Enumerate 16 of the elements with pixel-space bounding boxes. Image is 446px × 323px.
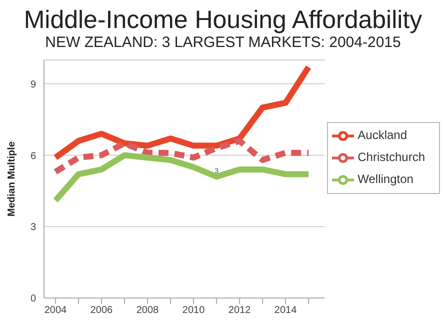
x-tick-label: 2014 bbox=[274, 305, 298, 316]
y-tick-label: 9 bbox=[30, 79, 36, 90]
x-tick-label: 2008 bbox=[136, 305, 160, 316]
x-tick-label: 2006 bbox=[90, 305, 114, 316]
x-tick-label: 2012 bbox=[228, 305, 252, 316]
x-tick-label: 2004 bbox=[44, 305, 68, 316]
chart-subtitle: NEW ZEALAND: 3 LARGEST MARKETS: 2004-2015 bbox=[44, 34, 402, 52]
y-tick-label: 0 bbox=[30, 294, 36, 305]
chart-title: Middle-Income Housing Affordability bbox=[22, 5, 424, 34]
y-tick-label: 3 bbox=[30, 222, 36, 234]
legend-label: Wellington bbox=[358, 172, 414, 186]
legend-label: Christchurch bbox=[358, 150, 425, 164]
y-tick-label: 6 bbox=[30, 150, 36, 162]
y-axis-title: Median Multiple bbox=[6, 141, 18, 216]
x-tick-label: 2010 bbox=[182, 305, 206, 316]
legend-label: Auckland bbox=[358, 128, 408, 142]
